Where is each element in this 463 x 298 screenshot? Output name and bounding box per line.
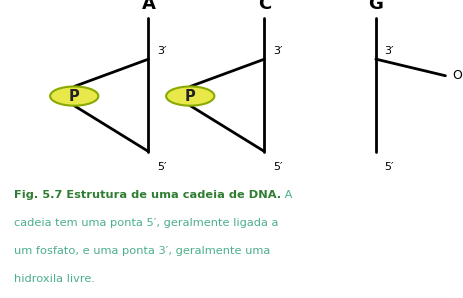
Text: C: C: [257, 0, 270, 13]
Text: A: A: [141, 0, 155, 13]
Text: P: P: [184, 89, 195, 104]
Text: 3′: 3′: [383, 46, 393, 56]
Text: cadeia tem uma ponta 5′, geralmente ligada a: cadeia tem uma ponta 5′, geralmente liga…: [14, 218, 278, 228]
Circle shape: [166, 86, 214, 106]
Text: um fosfato, e uma ponta 3′, geralmente uma: um fosfato, e uma ponta 3′, geralmente u…: [14, 246, 269, 256]
Text: A: A: [281, 190, 292, 201]
Text: 5′: 5′: [383, 162, 393, 172]
Text: 3′: 3′: [156, 46, 166, 56]
Text: Fig. 5.7 Estrutura de uma cadeia de DNA.: Fig. 5.7 Estrutura de uma cadeia de DNA.: [14, 190, 281, 201]
Text: hidroxila livre.: hidroxila livre.: [14, 274, 94, 284]
Text: 5′: 5′: [272, 162, 282, 172]
Text: G: G: [368, 0, 382, 13]
Circle shape: [50, 86, 98, 106]
Text: 3′: 3′: [272, 46, 282, 56]
Text: 5′: 5′: [156, 162, 166, 172]
Text: OH: OH: [451, 69, 463, 82]
Text: P: P: [69, 89, 80, 104]
